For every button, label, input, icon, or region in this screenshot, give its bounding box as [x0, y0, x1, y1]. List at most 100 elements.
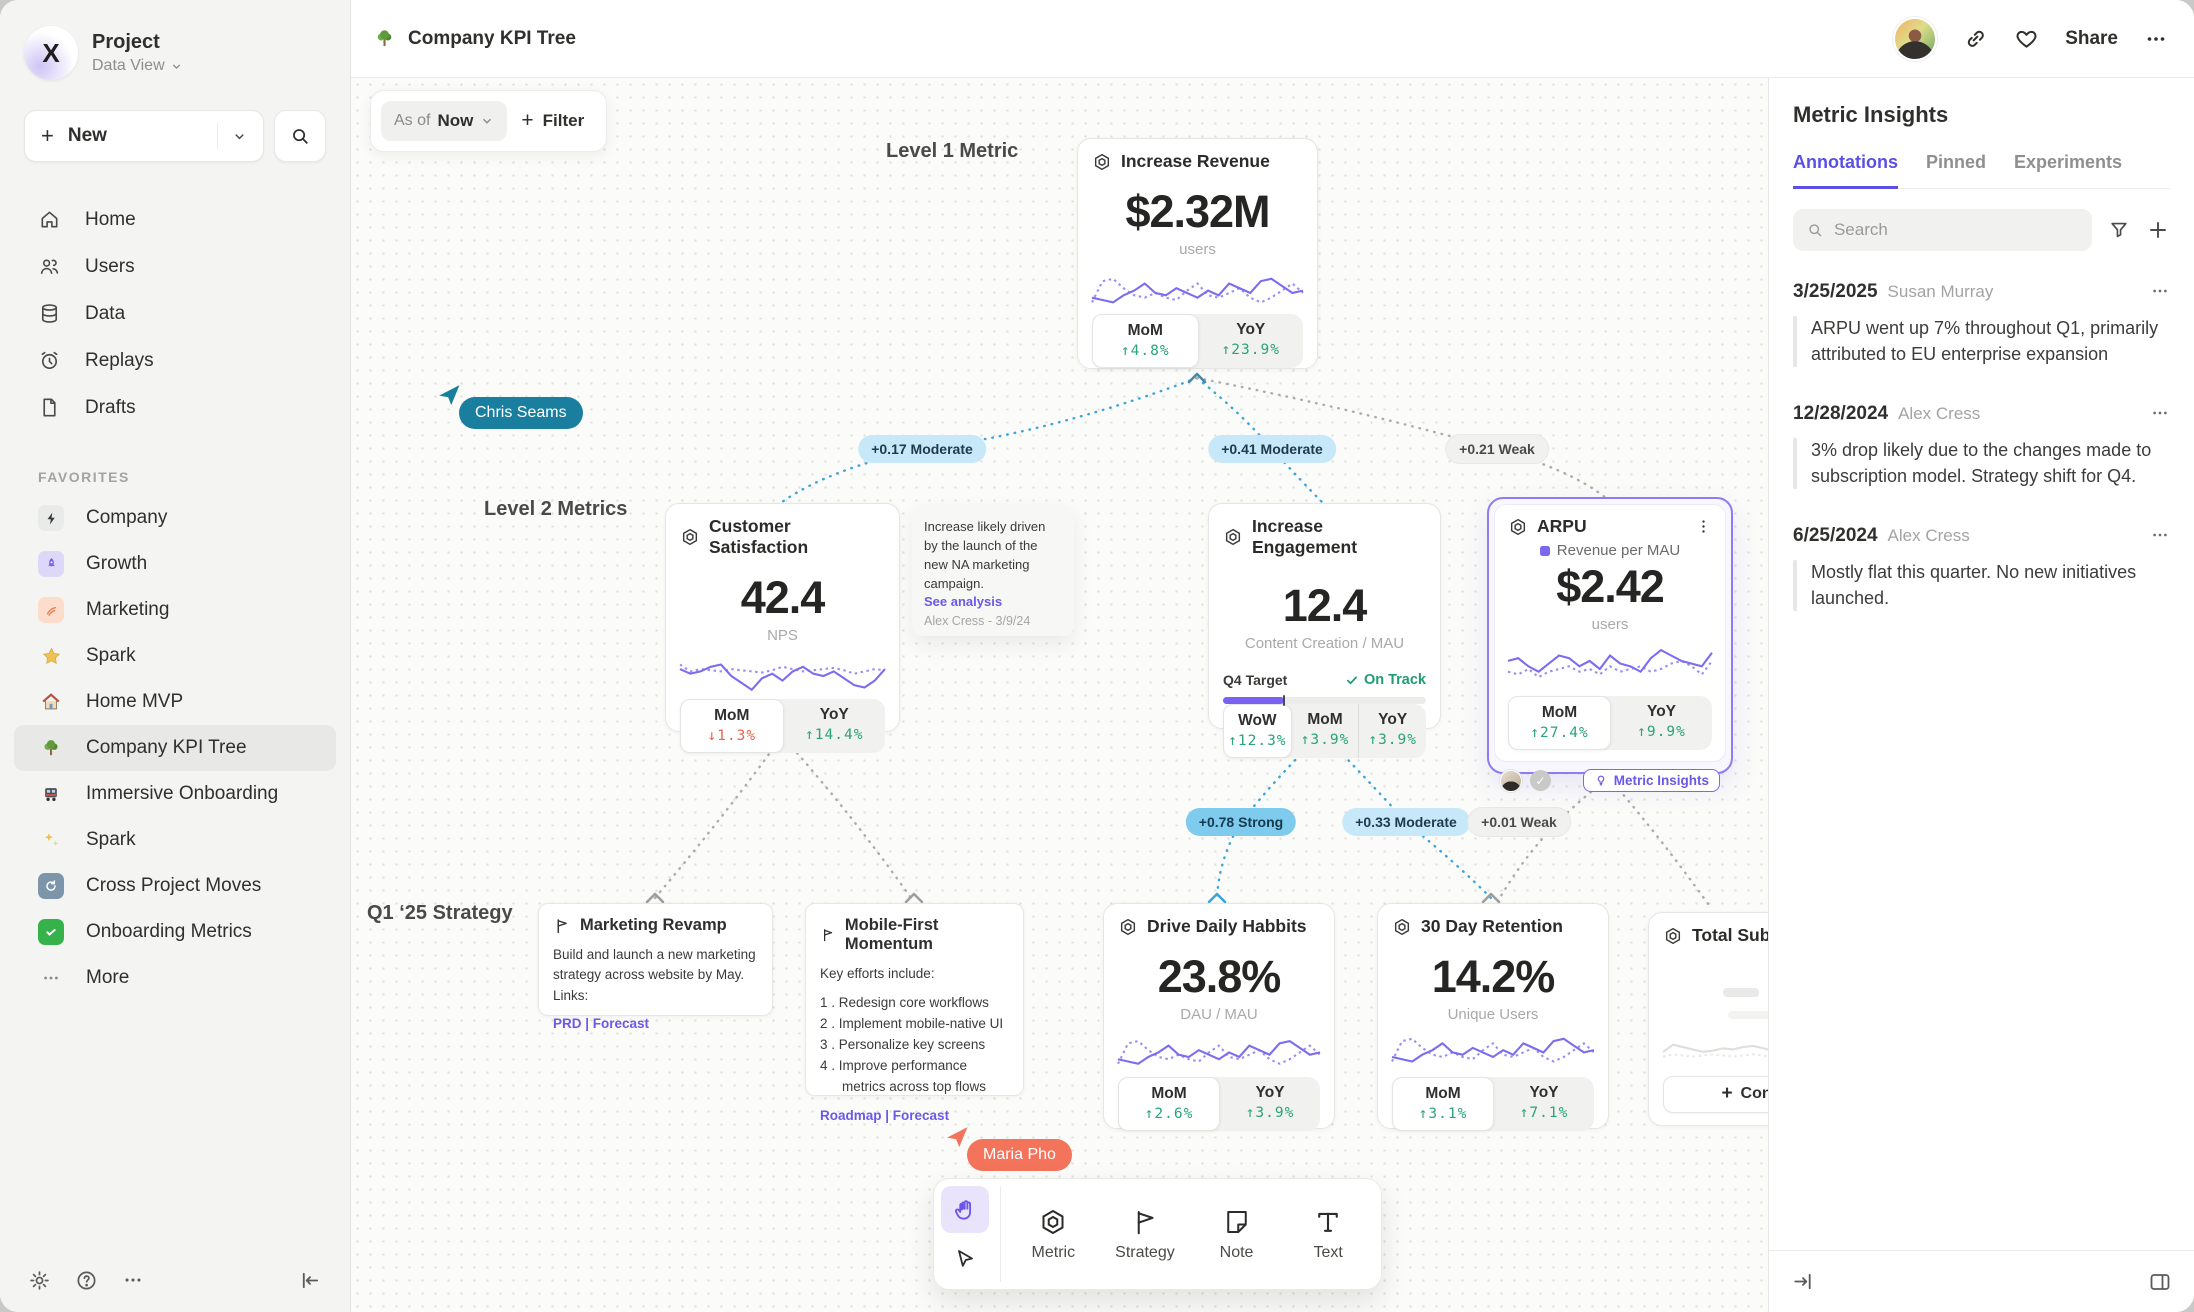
favorite-onboarding-metrics[interactable]: Onboarding Metrics	[14, 909, 336, 955]
assignee-avatar[interactable]	[1500, 769, 1522, 792]
sidebar-item-replays[interactable]: Replays	[14, 337, 336, 384]
metric-icon	[1510, 518, 1526, 535]
correlation-pill[interactable]: +0.33 Moderate	[1342, 808, 1470, 836]
filter-funnel-icon[interactable]	[2108, 219, 2130, 241]
strategy-tool-button[interactable]: Strategy	[1099, 1186, 1191, 1282]
annotation-entry[interactable]: 12/28/2024 Alex Cress 3% drop likely due…	[1793, 403, 2170, 490]
favorite-cross-project-moves[interactable]: Cross Project Moves	[14, 863, 336, 909]
correlation-pill[interactable]: +0.21 Weak	[1446, 435, 1548, 463]
annotation-entry[interactable]: 6/25/2024 Alex Cress Mostly flat this qu…	[1793, 525, 2170, 612]
stat-mom[interactable]: MoM ↑2.6%	[1118, 1077, 1220, 1132]
metric-card-increase-engagement[interactable]: Increase Engagement 12.4 Content Creatio…	[1208, 503, 1441, 758]
card-menu-icon[interactable]	[1695, 518, 1712, 535]
note-tool-button[interactable]: Note	[1191, 1186, 1283, 1282]
correlation-pill[interactable]: +0.01 Weak	[1468, 808, 1570, 836]
favorite-marketing[interactable]: Marketing	[14, 587, 336, 633]
tab-annotations[interactable]: Annotations	[1793, 152, 1898, 189]
favorite-company[interactable]: Company	[14, 495, 336, 541]
metric-card-customer-satisfaction[interactable]: Customer Satisfaction 42.4 NPS MoM ↓1.3% …	[665, 503, 900, 753]
tab-experiments[interactable]: Experiments	[2014, 152, 2123, 172]
favorite-spark[interactable]: Spark	[14, 633, 336, 679]
view-switcher[interactable]: Data View	[92, 57, 183, 75]
favorite-label: Onboarding Metrics	[86, 921, 252, 942]
kpi-canvas[interactable]: As of Now + Filter Level 1 Metric Level …	[351, 78, 1768, 1312]
select-tool-button[interactable]	[941, 1235, 989, 1282]
search-button[interactable]	[274, 110, 326, 162]
text-tool-button[interactable]: Text	[1282, 1186, 1374, 1282]
sidebar-item-drafts[interactable]: Drafts	[14, 384, 336, 431]
strategy-links[interactable]: Roadmap | Forecast	[820, 1107, 950, 1123]
filter-button[interactable]: + Filter	[521, 109, 596, 133]
metric-card-total-subscriptions[interactable]: Total Subscriptions + Connect	[1648, 912, 1768, 1126]
favorite-heart-icon[interactable]	[2014, 26, 2039, 51]
more-options-icon[interactable]	[122, 1269, 144, 1291]
see-analysis-link[interactable]: See analysis	[924, 594, 1003, 610]
new-button[interactable]: + New	[24, 110, 264, 162]
strategy-effort-list: 1 . Redesign core workflows 2 . Implemen…	[820, 995, 1004, 1094]
collapse-sidebar-icon[interactable]	[299, 1269, 322, 1292]
sidebar-item-users[interactable]: Users	[14, 243, 336, 290]
stat-mom[interactable]: MoM ↑3.9%	[1300, 711, 1350, 748]
stat-wow[interactable]: WoW ↑12.3%	[1223, 704, 1292, 758]
panel-toggle-icon[interactable]	[2148, 1270, 2172, 1294]
stat-yoy[interactable]: YoY ↑3.9%	[1245, 1084, 1295, 1122]
project-header[interactable]: Χ Project Data View	[0, 0, 350, 80]
correlation-pill[interactable]: +0.78 Strong	[1185, 808, 1297, 836]
stat-yoy[interactable]: YoY ↑7.1%	[1519, 1084, 1569, 1122]
search-input[interactable]	[1833, 220, 2079, 240]
sidebar-more[interactable]: More	[14, 955, 336, 1001]
card-title: Customer Satisfaction	[709, 516, 809, 557]
new-dropdown[interactable]	[217, 123, 247, 149]
note-text: Increase likely driven by the launch of …	[924, 519, 1046, 591]
sidebar-item-home[interactable]: Home	[14, 196, 336, 243]
annotation-menu-icon[interactable]	[2150, 525, 2170, 550]
collapse-panel-icon[interactable]	[1791, 1270, 1814, 1293]
user-avatar[interactable]	[1893, 16, 1938, 61]
overflow-menu-icon[interactable]	[2144, 27, 2168, 51]
annotation-menu-icon[interactable]	[2150, 281, 2170, 306]
help-icon[interactable]	[75, 1269, 98, 1292]
annotation-entry[interactable]: 3/25/2025 Susan Murray ARPU went up 7% t…	[1793, 281, 2170, 368]
annotation-menu-icon[interactable]	[2150, 403, 2170, 428]
metric-insights-button[interactable]: Metric Insights	[1582, 769, 1720, 792]
copy-link-icon[interactable]	[1963, 26, 1988, 51]
stat-mom[interactable]: MoM ↑3.1%	[1392, 1077, 1494, 1132]
favorite-label: Spark	[86, 645, 136, 666]
hand-tool-button[interactable]	[941, 1186, 989, 1233]
strategy-card-marketing-revamp[interactable]: Marketing Revamp Build and launch a new …	[538, 903, 773, 1031]
tab-pinned[interactable]: Pinned	[1926, 152, 1987, 172]
metric-tool-button[interactable]: Metric	[1008, 1186, 1100, 1282]
metric-value: 12.4	[1282, 580, 1368, 631]
strategy-links[interactable]: PRD | Forecast	[553, 1015, 650, 1031]
metric-card-drive-daily-habbits[interactable]: Drive Daily Habbits 23.8% DAU / MAU MoM ↑…	[1103, 903, 1335, 1132]
metric-icon	[682, 528, 698, 546]
annotation-note-card[interactable]: Increase likely driven by the launch of …	[912, 505, 1074, 636]
settings-gear-icon[interactable]	[28, 1269, 51, 1292]
annotation-search[interactable]	[1793, 209, 2092, 251]
stat-yoy[interactable]: YoY ↑3.9%	[1358, 704, 1426, 758]
correlation-pill[interactable]: +0.17 Moderate	[858, 435, 986, 463]
connect-data-button[interactable]: + Connect	[1663, 1075, 1768, 1113]
share-button[interactable]: Share	[2065, 27, 2118, 49]
as-of-selector[interactable]: As of Now	[381, 101, 508, 141]
stat-mom[interactable]: MoM ↓1.3%	[680, 699, 784, 753]
favorite-immersive-onboarding[interactable]: Immersive Onboarding	[14, 771, 336, 817]
stat-yoy[interactable]: YoY ↑14.4%	[805, 706, 864, 743]
stat-yoy[interactable]: YoY ↑9.9%	[1637, 703, 1686, 740]
metric-card-arpu-selected[interactable]: ARPU Revenue per MAU $2.42 users MoM ↑27.…	[1487, 497, 1733, 792]
favorite-company-kpi-tree[interactable]: Company KPI Tree	[14, 725, 336, 771]
correlation-pill[interactable]: +0.41 Moderate	[1208, 435, 1336, 463]
metric-card-increase-revenue[interactable]: Increase Revenue $2.32M users MoM ↑4.8% Y…	[1077, 138, 1318, 369]
strategy-card-mobile-first[interactable]: Mobile-First Momentum Key efforts includ…	[805, 903, 1024, 1123]
sidebar-item-data[interactable]: Data	[14, 290, 336, 337]
favorite-spark-2[interactable]: Spark	[14, 817, 336, 863]
add-annotation-icon[interactable]	[2146, 218, 2170, 242]
stat-mom[interactable]: MoM ↑4.8%	[1092, 314, 1199, 369]
favorite-growth[interactable]: Growth	[14, 541, 336, 587]
cursor-name-tag: Maria Pho	[967, 1139, 1072, 1171]
favorite-home-mvp[interactable]: Home MVP	[14, 679, 336, 725]
stat-yoy[interactable]: YoY ↑23.9%	[1221, 321, 1280, 359]
as-of-value: Now	[437, 111, 474, 130]
metric-card-30-day-retention[interactable]: 30 Day Retention 14.2% Unique Users MoM ↑…	[1377, 903, 1609, 1132]
stat-mom[interactable]: MoM ↑27.4%	[1508, 696, 1611, 750]
